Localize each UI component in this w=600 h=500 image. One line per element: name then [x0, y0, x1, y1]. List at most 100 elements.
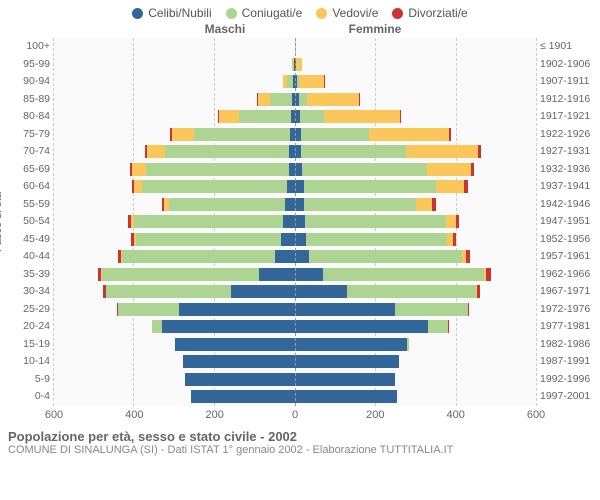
pyramid-row [54, 336, 295, 354]
bar-segment-married [152, 320, 162, 333]
age-tick: 35-39 [4, 266, 54, 284]
bar-segment-divorced [359, 93, 360, 106]
pyramid-row [295, 161, 536, 179]
bar-segment-single [295, 303, 395, 316]
birth-year-tick: 1902-1906 [536, 56, 596, 74]
bar-segment-widowed [147, 145, 165, 158]
age-tick: 55-59 [4, 196, 54, 214]
bar-segment-married [165, 145, 290, 158]
pyramid-row [54, 161, 295, 179]
bar-segment-single [179, 303, 295, 316]
bar-segment-single [175, 338, 296, 351]
x-axis: 6004002000200400600 [0, 406, 600, 423]
bar-segment-widowed [258, 93, 270, 106]
age-tick: 50-54 [4, 213, 54, 231]
female-half [295, 38, 536, 406]
bar-segment-divorced [478, 145, 481, 158]
legend-dot-icon [226, 8, 237, 19]
bar-segment-married [301, 128, 369, 141]
bar-segment-married [122, 250, 275, 263]
age-tick: 15-19 [4, 336, 54, 354]
birth-year-tick: 1957-1961 [536, 248, 596, 266]
age-tick: 0-4 [4, 388, 54, 406]
male-half [54, 38, 295, 406]
birth-year-tick: 1962-1966 [536, 266, 596, 284]
legend-item: Divorziati/e [392, 6, 467, 20]
legend-item: Celibi/Nubili [132, 6, 211, 20]
bar-segment-widowed [132, 163, 146, 176]
pyramid-row [295, 56, 536, 74]
pyramid-row [54, 56, 295, 74]
chart-footer: Popolazione per età, sesso e stato civil… [0, 423, 600, 456]
bar-segment-single [295, 163, 302, 176]
bar-segment-married [134, 215, 283, 228]
birth-year-tick: 1947-1951 [536, 213, 596, 231]
x-tick: 200 [205, 409, 223, 421]
birth-year-tick: 1967-1971 [536, 283, 596, 301]
legend-label: Vedovi/e [332, 6, 378, 20]
pyramid-row [295, 213, 536, 231]
bar-segment-single [295, 390, 397, 403]
age-tick: 30-34 [4, 283, 54, 301]
age-tick: 40-44 [4, 248, 54, 266]
bar-segment-widowed [134, 180, 142, 193]
age-tick: 95-99 [4, 56, 54, 74]
birth-year-tick: 1942-1946 [536, 196, 596, 214]
bar-segment-single [287, 180, 295, 193]
bar-segment-single [295, 338, 407, 351]
bar-segment-single [259, 268, 295, 281]
y-axis-age: 100+95-9990-9485-8980-8475-7970-7465-696… [4, 38, 54, 406]
bar-segment-married [347, 285, 476, 298]
pyramid-row [295, 318, 536, 336]
bar-segment-single [275, 250, 295, 263]
pyramid-row [295, 196, 536, 214]
bar-segment-single [285, 198, 295, 211]
bar-segment-single [295, 215, 305, 228]
legend-dot-icon [392, 8, 403, 19]
gridline [536, 38, 537, 406]
pyramid-row [54, 91, 295, 109]
pyramid-row [295, 301, 536, 319]
legend-item: Vedovi/e [316, 6, 378, 20]
bar-segment-single [295, 355, 399, 368]
bar-segment-divorced [486, 268, 491, 281]
bar-segment-single [295, 285, 347, 298]
x-tick: 400 [446, 409, 464, 421]
bar-segment-married [395, 303, 467, 316]
bar-segment-widowed [427, 163, 471, 176]
bar-segment-single [191, 390, 295, 403]
bar-segment-single [185, 373, 295, 386]
bar-segment-single [231, 285, 295, 298]
birth-year-tick: 1972-1976 [536, 301, 596, 319]
bar-segment-married [304, 180, 437, 193]
bar-segment-divorced [456, 215, 460, 228]
pyramid-row [295, 126, 536, 144]
bar-segment-widowed [219, 110, 239, 123]
birth-year-tick: 1932-1936 [536, 161, 596, 179]
birth-year-tick: 1982-1986 [536, 336, 596, 354]
bar-segment-widowed [369, 128, 449, 141]
age-tick: 45-49 [4, 231, 54, 249]
birth-year-tick: 1917-1921 [536, 108, 596, 126]
birth-year-tick: 1912-1916 [536, 91, 596, 109]
age-tick: 20-24 [4, 318, 54, 336]
bar-segment-married [323, 268, 484, 281]
age-tick: 10-14 [4, 353, 54, 371]
bar-segment-divorced [449, 128, 451, 141]
bar-segment-divorced [432, 198, 435, 211]
age-tick: 25-29 [4, 301, 54, 319]
x-tick: 600 [527, 409, 545, 421]
birth-year-tick: 1922-1926 [536, 126, 596, 144]
chart-title: Popolazione per età, sesso e stato civil… [8, 429, 592, 444]
chart-wrap: 100+95-9990-9485-8980-8475-7970-7465-696… [0, 38, 600, 406]
bar-segment-single [295, 250, 309, 263]
pyramid-row [54, 231, 295, 249]
bar-segment-widowed [416, 198, 432, 211]
bar-segment-widowed [436, 180, 464, 193]
bar-segment-single [295, 320, 428, 333]
bar-segment-widowed [406, 145, 478, 158]
pyramid-row [54, 283, 295, 301]
bar-segment-married [106, 285, 231, 298]
female-label: Femmine [300, 22, 450, 36]
legend-dot-icon [132, 8, 143, 19]
